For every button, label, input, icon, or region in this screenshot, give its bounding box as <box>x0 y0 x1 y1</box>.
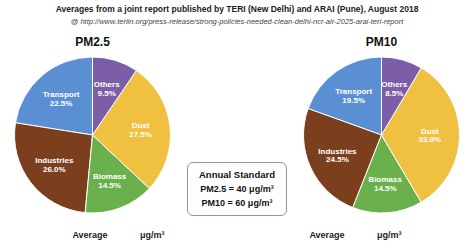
svg-text:Industries26.0%: Industries26.0% <box>35 156 74 174</box>
html-text:Average μg/m³: Average μg/m³ <box>309 230 402 240</box>
html-text:Average μg/m³: Average μg/m³ <box>72 230 165 240</box>
html-text:Annual Standard: Annual Standard <box>199 169 275 180</box>
svg-text:Others8.5%: Others8.5% <box>381 79 407 97</box>
html-text:PM2.5: PM2.5 <box>75 35 110 49</box>
svg-text:Biomass14.5%: Biomass14.5% <box>93 171 127 189</box>
html-text:PM10: PM10 <box>365 35 398 49</box>
svg-text:Transport19.5%: Transport19.5% <box>335 87 372 105</box>
html-text:PM2.5 = 40 μg/m³: PM2.5 = 40 μg/m³ <box>200 184 274 194</box>
html-text:Averages from a joint report p: Averages from a joint report published b… <box>55 4 419 14</box>
svg-text:Dust33.0%: Dust33.0% <box>419 126 442 144</box>
svg-text:Others9.5%: Others9.5% <box>94 80 120 98</box>
svg-text:Industries24.5%: Industries24.5% <box>318 146 357 164</box>
html-text:PM10 = 60 μg/m³: PM10 = 60 μg/m³ <box>201 198 273 208</box>
svg-text:Dust27.5%: Dust27.5% <box>129 121 152 139</box>
svg-text:Transport22.5%: Transport22.5% <box>43 89 80 107</box>
html-text:@ http://www.teriin.org/press-: @ http://www.teriin.org/press-release/st… <box>70 17 404 26</box>
svg-text:Biomass14.5%: Biomass14.5% <box>369 174 403 192</box>
